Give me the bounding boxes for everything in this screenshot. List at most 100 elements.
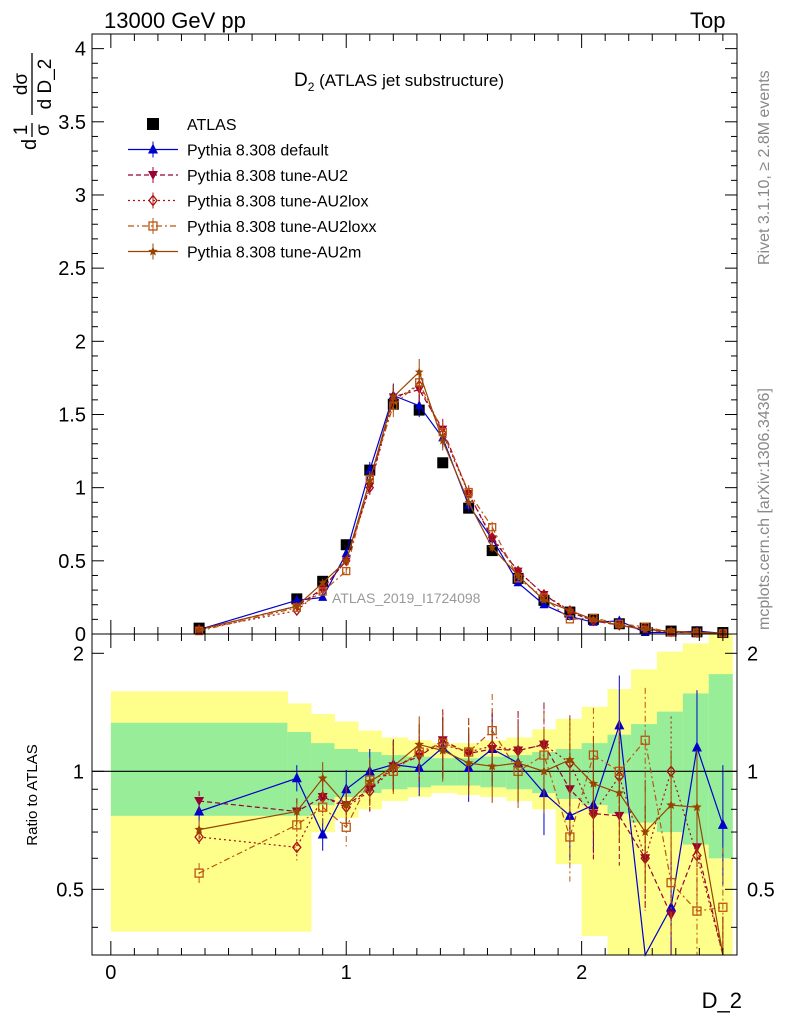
data-point — [615, 620, 624, 629]
data-point — [488, 523, 497, 532]
inner-uncertainty-band — [631, 724, 658, 823]
y-tick-label: 2.5 — [58, 258, 86, 280]
data-point — [640, 625, 650, 634]
ratio-y-tick-label: 1 — [73, 761, 84, 783]
legend-marker — [148, 221, 158, 231]
legend-marker — [148, 194, 158, 207]
ratio-point — [691, 741, 702, 752]
header-process-label: Top — [690, 8, 726, 33]
ylabel-frac1-num: 1 — [11, 125, 32, 136]
ratio-point — [194, 824, 204, 834]
ratio-point — [291, 772, 302, 783]
legend-marker — [148, 246, 158, 256]
ratio-point — [588, 778, 599, 788]
x-tick-label: 2 — [576, 962, 587, 984]
ratio-panel — [92, 634, 737, 957]
ratio-point — [692, 906, 702, 916]
data-point — [487, 531, 497, 543]
ratio-point — [564, 809, 575, 820]
ratio-point — [292, 806, 302, 816]
data-point — [414, 367, 424, 376]
chart-title: D2 (ATLAS jet substructure) — [294, 70, 504, 94]
ratio-point — [194, 868, 204, 878]
analysis-watermark: ATLAS_2019_I1724098 — [332, 590, 481, 606]
data-point — [565, 606, 575, 615]
ylabel-frac2-den: d D_2 — [35, 59, 56, 110]
legend-label: Pythia 8.308 tune-AU2 — [187, 168, 348, 185]
data-point — [340, 539, 352, 551]
ratio-point — [365, 776, 375, 786]
legend-marker — [148, 143, 158, 154]
y-tick-label: 3 — [75, 185, 86, 207]
data-point — [292, 601, 302, 610]
legend-label: Pythia 8.308 default — [187, 143, 329, 160]
data-point — [513, 571, 523, 580]
ratio-y-tick-label-right: 1 — [747, 761, 758, 783]
data-point — [464, 497, 473, 506]
ratio-point — [614, 788, 625, 798]
ratio-point — [317, 828, 328, 839]
ratio-point — [414, 739, 424, 749]
data-point — [666, 626, 676, 635]
data-point — [365, 475, 375, 484]
data-point — [589, 614, 598, 623]
plot-frames — [91, 33, 738, 956]
ylabel-prefix: d — [19, 139, 41, 150]
data-point — [318, 591, 328, 601]
legend-marker — [147, 118, 159, 130]
ratio-point — [487, 761, 497, 771]
title-subscript: 2 — [308, 80, 315, 94]
data-point — [464, 487, 473, 497]
title-main: D — [294, 70, 308, 91]
ratio-point — [666, 800, 676, 810]
title-rest: (ATLAS jet substructure) — [314, 71, 504, 90]
y-tick-label: 0.5 — [58, 551, 86, 573]
ratio-point — [718, 902, 728, 912]
x-tick-label: 1 — [341, 962, 352, 984]
data-point — [437, 457, 449, 469]
ratio-y-tick-label-right: 2 — [747, 643, 758, 665]
outer-uncertainty-band — [581, 706, 609, 937]
ratio-point — [388, 761, 399, 771]
ratio-point — [717, 818, 728, 829]
x-tick-label: 0 — [105, 962, 116, 984]
legend: ATLAS Pythia 8.308 default Pythia 8.308 tu… — [128, 117, 376, 262]
ratio-point — [666, 878, 676, 888]
ratio-point — [194, 830, 204, 844]
ratio-point — [640, 827, 650, 837]
inner-uncertainty-band — [682, 693, 710, 845]
data-point — [318, 578, 327, 587]
ratio-point — [291, 841, 302, 854]
data-point — [342, 556, 351, 565]
data-point — [565, 615, 575, 624]
legend-label: ATLAS — [187, 117, 237, 134]
data-point — [292, 594, 302, 604]
y-tick-label: 0 — [75, 624, 86, 646]
legend-marker — [148, 171, 158, 180]
ratio-point — [539, 766, 549, 776]
data-point — [365, 482, 375, 494]
ratio-y-tick-label: 2 — [73, 643, 84, 665]
ratio-point — [318, 802, 328, 812]
legend-label: Pythia 8.308 tune-AU2m — [187, 245, 361, 262]
ratio-point — [565, 754, 575, 764]
ratio-point — [317, 773, 328, 783]
y-tick-label: 1.5 — [58, 404, 86, 426]
ylabel-frac2-num: dσ — [11, 73, 32, 96]
ratio-point — [341, 800, 351, 810]
data-point — [539, 599, 549, 609]
ratio-axis-label: Ratio to ATLAS — [24, 744, 41, 845]
y-tick-label: 1 — [75, 478, 86, 500]
ratio-point — [692, 802, 702, 812]
ratio-point — [463, 758, 474, 768]
header-energy-label: 13000 GeV pp — [104, 8, 246, 33]
ratio-point — [438, 745, 448, 755]
data-point — [389, 392, 398, 401]
y-tick-label: 3.5 — [58, 112, 86, 134]
plot-text: 00.511.522.533.540 1 20.5 0.51 12 2D2 (ATLAS … — [11, 39, 775, 1013]
ratio-point — [194, 797, 205, 807]
y-tick-label: 4 — [75, 39, 86, 61]
data-point — [539, 595, 549, 604]
data-point — [414, 400, 424, 410]
